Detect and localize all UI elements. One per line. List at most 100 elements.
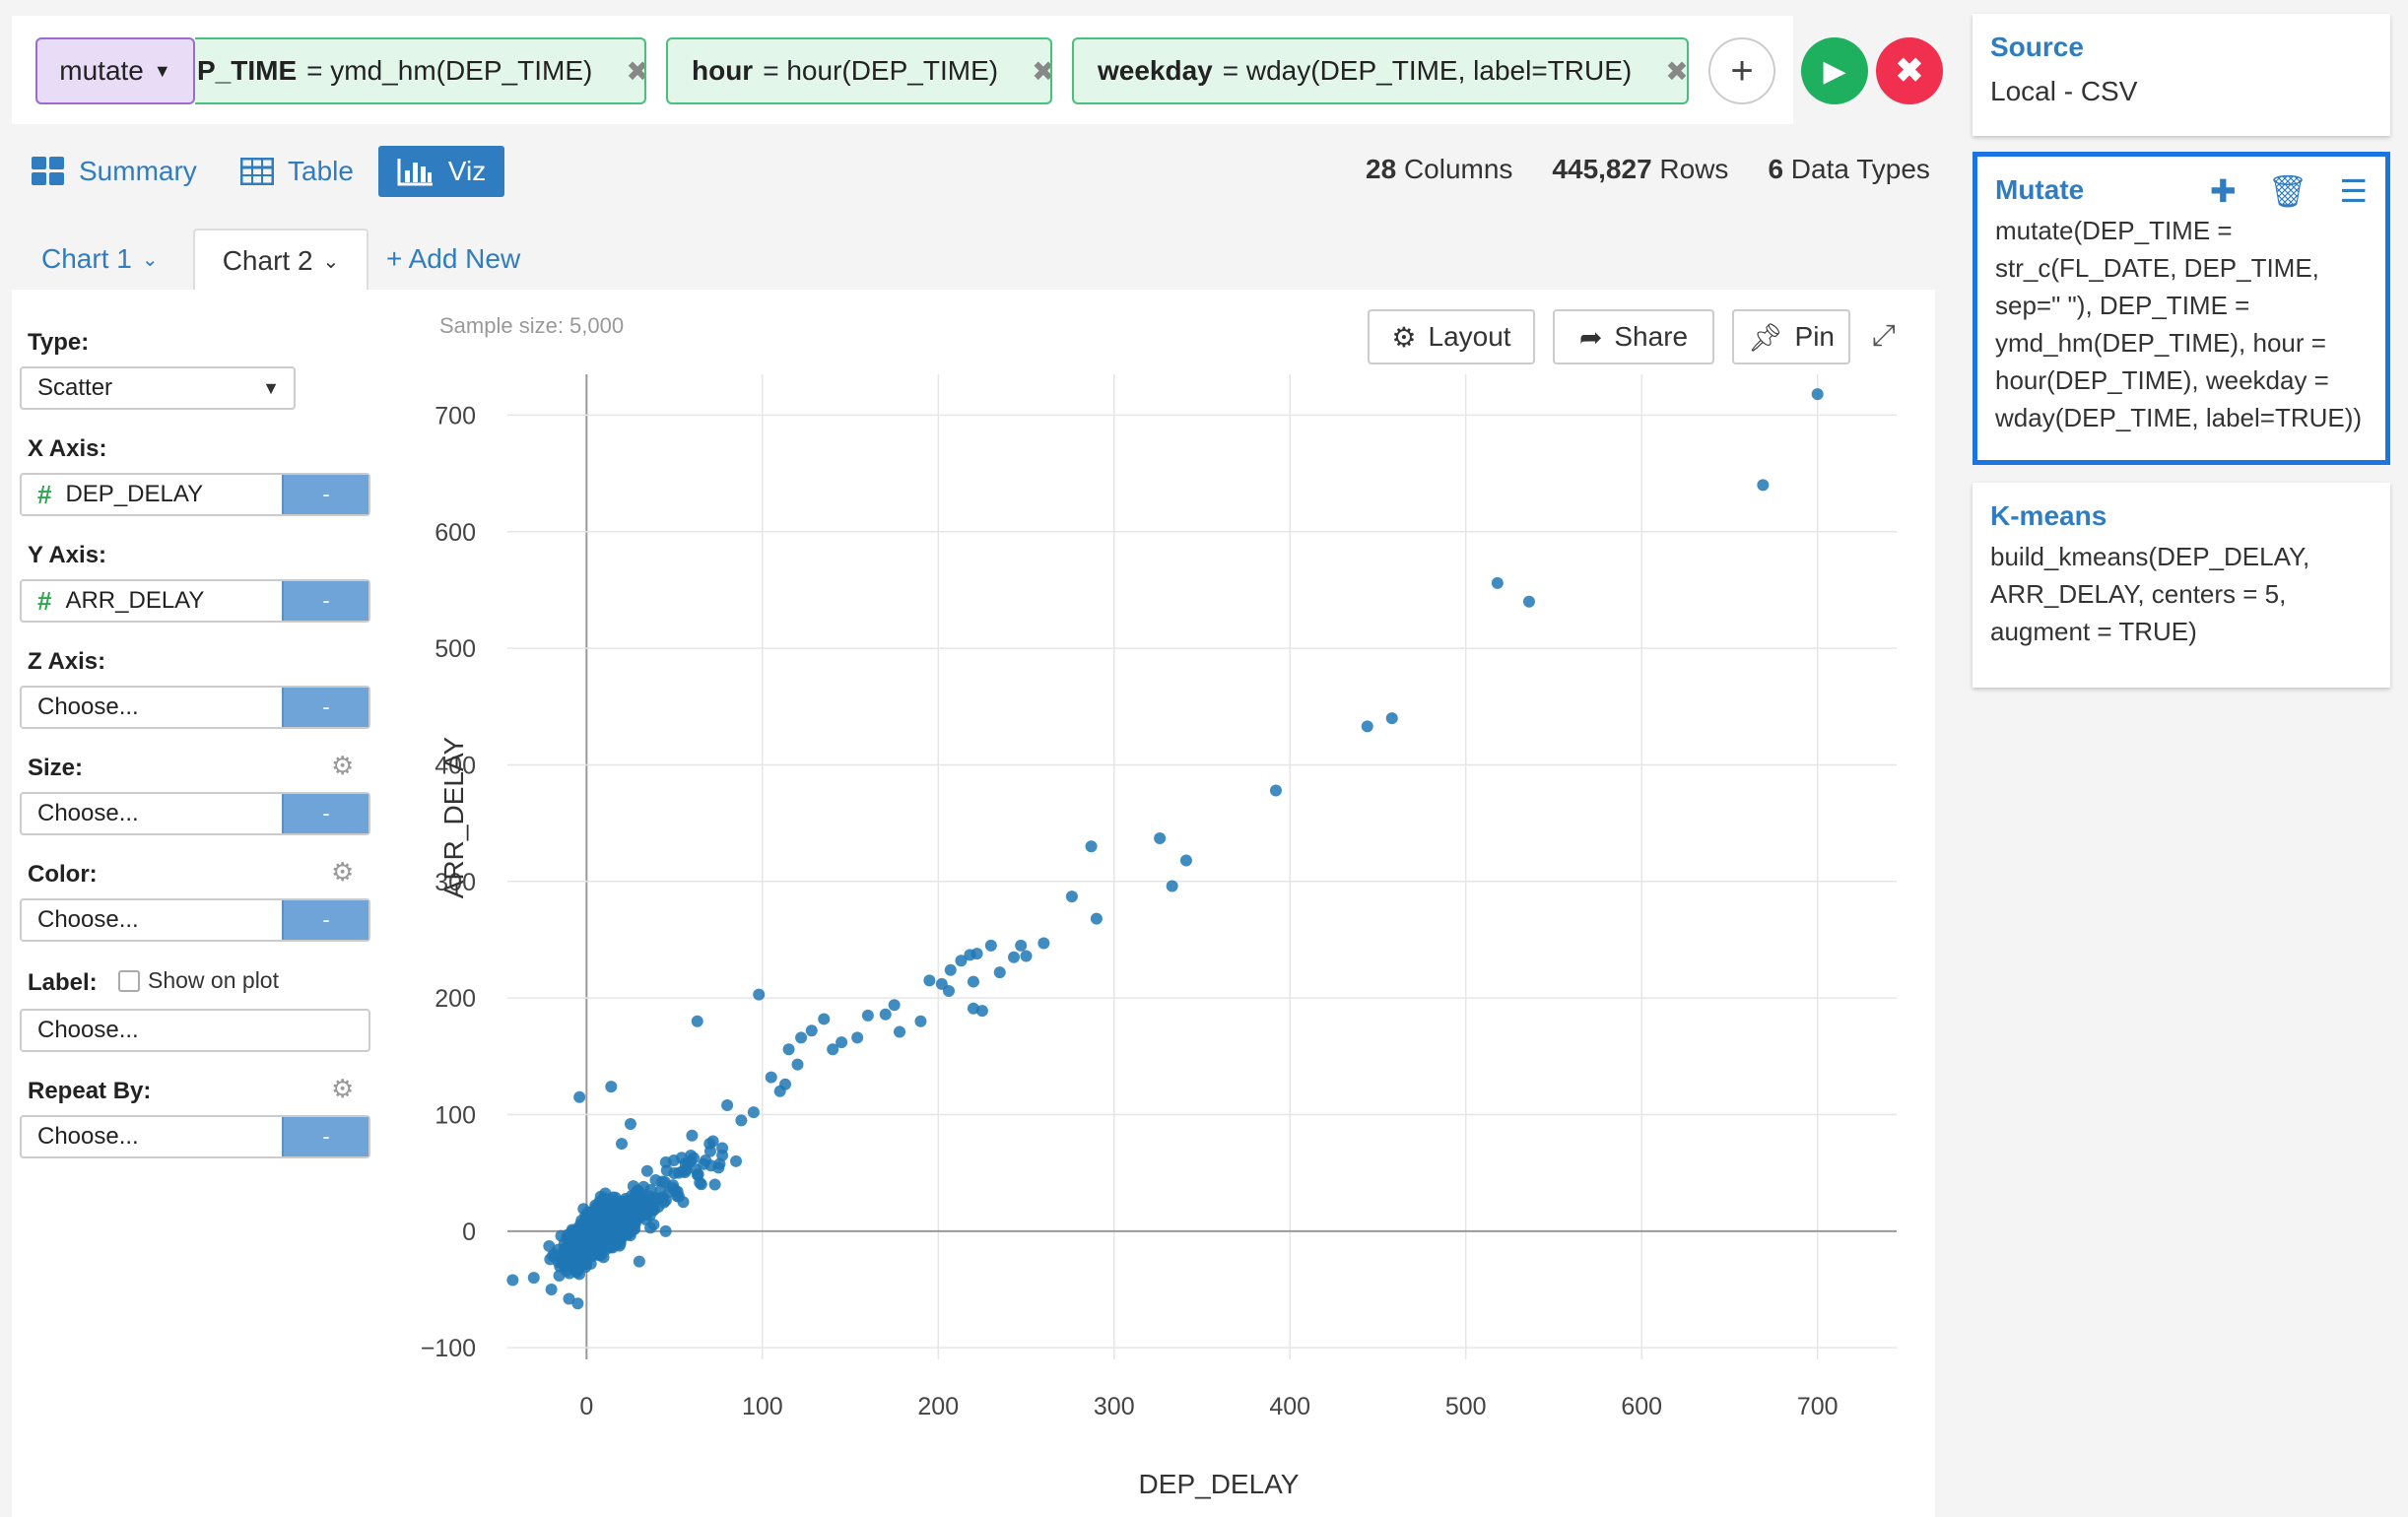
data-point <box>955 955 968 967</box>
tab-table[interactable]: Table <box>240 146 354 197</box>
mutate-chip-hour[interactable]: hour = hour(DEP_TIME) ✖ <box>666 37 1052 104</box>
trash-icon[interactable]: 🗑︎ <box>2267 173 2308 209</box>
select-value: Choose... <box>37 800 139 826</box>
label-select[interactable]: Choose... <box>20 1009 370 1052</box>
data-point <box>1811 388 1824 401</box>
gear-icon[interactable]: ⚙ <box>331 751 355 780</box>
y-tick-label: −100 <box>421 1335 476 1362</box>
chart-tab-label: Chart 1 <box>41 243 132 274</box>
x-tick-label: 300 <box>1094 1393 1135 1420</box>
add-chart-button[interactable]: + Add New <box>386 243 521 274</box>
size-option-button[interactable]: - <box>282 794 368 833</box>
tab-label: Summary <box>79 156 197 186</box>
show-on-plot-label: Show on plot <box>148 967 279 993</box>
data-point <box>605 1081 618 1093</box>
bar-chart-icon <box>397 159 433 186</box>
play-icon[interactable]: ▶ <box>1801 37 1868 104</box>
sample-size: Sample size: 5,000 <box>439 313 625 338</box>
repeat-by-label: Repeat By: <box>28 1078 152 1104</box>
data-point <box>543 1239 556 1252</box>
y-axis-label: Y Axis: <box>28 542 107 568</box>
chart-tab-2[interactable]: Chart 2 ⌄ <box>193 229 368 292</box>
repeat-by-select[interactable]: Choose... - <box>20 1115 370 1158</box>
data-point <box>506 1274 519 1286</box>
close-icon[interactable]: ✖ <box>1876 37 1943 104</box>
data-point <box>580 1239 593 1252</box>
tab-summary[interactable]: Summary <box>32 146 197 197</box>
data-point <box>818 1013 831 1025</box>
y-axis-title: ARR_DELAY <box>438 736 469 898</box>
step-body: build_kmeans(DEP_DELAY, ARR_DELAY, cente… <box>1990 542 2310 646</box>
data-point <box>1269 784 1282 797</box>
x-axis-select[interactable]: # DEP_DELAY - <box>20 473 370 516</box>
repeat-by-option-button[interactable]: - <box>282 1117 368 1156</box>
data-point <box>622 1210 635 1222</box>
expand-icon[interactable]: ⤢ <box>1872 319 1896 352</box>
size-select[interactable]: Choose... - <box>20 792 370 835</box>
pin-button[interactable]: 📌︎ Pin <box>1732 309 1850 364</box>
select-value: Choose... <box>37 906 139 933</box>
data-point <box>782 1043 795 1056</box>
step-source[interactable]: Source Local - CSV <box>1973 14 2390 136</box>
menu-icon[interactable]: ☰ <box>2339 173 2368 209</box>
gear-icon[interactable]: ⚙ <box>331 857 355 887</box>
gear-icon[interactable]: ⚙ <box>331 1074 355 1103</box>
times-icon[interactable]: ✖ <box>602 55 644 88</box>
data-point <box>716 1149 729 1161</box>
verb-dropdown[interactable]: mutate ▼ <box>35 37 195 104</box>
step-mutate[interactable]: Mutate ✚ 🗑︎ ☰ mutate(DEP_TIME = str_c(FL… <box>1973 152 2390 465</box>
layout-button[interactable]: ⚙ Layout <box>1368 309 1535 364</box>
data-point <box>836 1036 848 1049</box>
data-point <box>640 1164 653 1177</box>
label-label: Label: <box>28 969 98 996</box>
select-value: ARR_DELAY <box>65 587 205 614</box>
y-tick-label: 300 <box>435 869 476 896</box>
grid-icon <box>32 157 64 185</box>
share-button[interactable]: ➦ Share <box>1553 309 1714 364</box>
data-point <box>616 1138 629 1151</box>
scatter-plot[interactable]: 0 100 200 300 400 500 600 700 −100 0 100 200 300 400 5… <box>414 374 1911 1517</box>
data-point <box>679 1166 692 1179</box>
data-point <box>686 1129 699 1142</box>
mutate-chip-dep-time[interactable]: P_TIME = ymd_hm(DEP_TIME) ✖ <box>195 37 646 104</box>
times-icon[interactable]: ✖ <box>1008 55 1050 88</box>
data-point <box>861 1009 874 1022</box>
data-point <box>600 1205 613 1218</box>
chip-expr: = wday(DEP_TIME, label=TRUE) <box>1222 55 1633 86</box>
y-axis-select[interactable]: # ARR_DELAY - <box>20 579 370 623</box>
mutate-chip-weekday[interactable]: weekday = wday(DEP_TIME, label=TRUE) ✖ <box>1072 37 1689 104</box>
step-kmeans[interactable]: K-means build_kmeans(DEP_DELAY, ARR_DELA… <box>1973 483 2390 688</box>
select-value: Scatter <box>37 374 113 401</box>
table-icon <box>240 158 274 185</box>
data-point <box>1065 890 1078 903</box>
chart-type-select[interactable]: Scatter ▼ <box>20 366 296 410</box>
chart-tab-1[interactable]: Chart 1 ⌄ <box>41 229 159 290</box>
show-on-plot-toggle[interactable]: Show on plot <box>118 967 279 994</box>
data-point <box>1385 712 1398 725</box>
z-axis-select[interactable]: Choose... - <box>20 686 370 729</box>
checkbox[interactable] <box>118 969 140 992</box>
chevron-down-icon: ⌄ <box>322 250 340 273</box>
gear-icon: ⚙ <box>1391 321 1417 353</box>
tab-viz[interactable]: Viz <box>378 146 504 197</box>
step-body: mutate(DEP_TIME = str_c(FL_DATE, DEP_TIM… <box>1995 216 2363 432</box>
data-point <box>605 1195 618 1208</box>
x-axis-option-button[interactable]: - <box>282 475 368 514</box>
data-point <box>571 1297 584 1310</box>
y-tick-label: 600 <box>435 519 476 547</box>
chip-name: P_TIME <box>197 55 298 86</box>
step-body: Local - CSV <box>1990 76 2138 106</box>
data-point <box>975 1005 988 1018</box>
z-axis-option-button[interactable]: - <box>282 688 368 727</box>
data-point <box>914 1015 927 1027</box>
color-select[interactable]: Choose... - <box>20 898 370 942</box>
y-tick-label: 100 <box>435 1101 476 1129</box>
times-icon[interactable]: ✖ <box>1665 55 1689 87</box>
color-option-button[interactable]: - <box>282 900 368 940</box>
data-point <box>1522 595 1535 608</box>
x-axis-title: DEP_DELAY <box>1139 1469 1300 1499</box>
plus-icon[interactable]: + <box>1708 37 1775 104</box>
y-axis-option-button[interactable]: - <box>282 581 368 621</box>
caret-down-icon: ▼ <box>153 60 171 81</box>
plus-icon[interactable]: ✚ <box>2209 173 2237 209</box>
